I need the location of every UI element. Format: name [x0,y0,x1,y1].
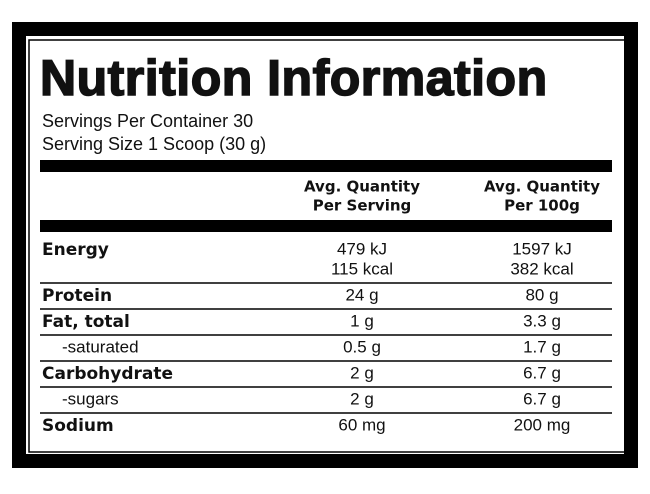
cell-value: 0.5 g [343,337,381,356]
cell-value: 479 kJ [337,239,387,258]
cell-value: 2 g [350,389,374,408]
row-label: Energy [42,240,109,260]
title: Nutrition Information [40,50,548,106]
row-label: -sugars [62,389,119,408]
column-header: Avg. Quantity [304,178,420,196]
outer-frame [12,22,638,468]
divider-bar [40,220,612,232]
cell-value: 1597 kJ [512,239,572,258]
divider-bar [40,160,612,172]
cell-value: 1.7 g [523,337,561,356]
cell-value: 60 mg [338,415,385,434]
cell-value: 6.7 g [523,363,561,382]
column-header: Per 100g [504,197,580,215]
column-header: Per Serving [313,197,412,215]
row-label: Sodium [42,416,114,436]
row-label: Carbohydrate [42,364,173,384]
cell-value: 1 g [350,311,374,330]
column-header: Avg. Quantity [484,178,600,196]
row-label: -saturated [62,337,139,356]
cell-value: 382 kcal [510,259,573,278]
cell-value: 200 mg [514,415,571,434]
cell-value: 24 g [345,285,378,304]
serving-size: Serving Size 1 Scoop (30 g) [42,134,266,154]
cell-value: 80 g [525,285,558,304]
servings-per-container: Servings Per Container 30 [42,111,253,131]
cell-value: 2 g [350,363,374,382]
row-label: Fat, total [42,312,130,332]
inner-frame [28,39,626,453]
row-label: Protein [42,286,112,306]
cell-value: 115 kcal [331,259,393,278]
cell-value: 6.7 g [523,389,561,408]
cell-value: 3.3 g [523,311,561,330]
